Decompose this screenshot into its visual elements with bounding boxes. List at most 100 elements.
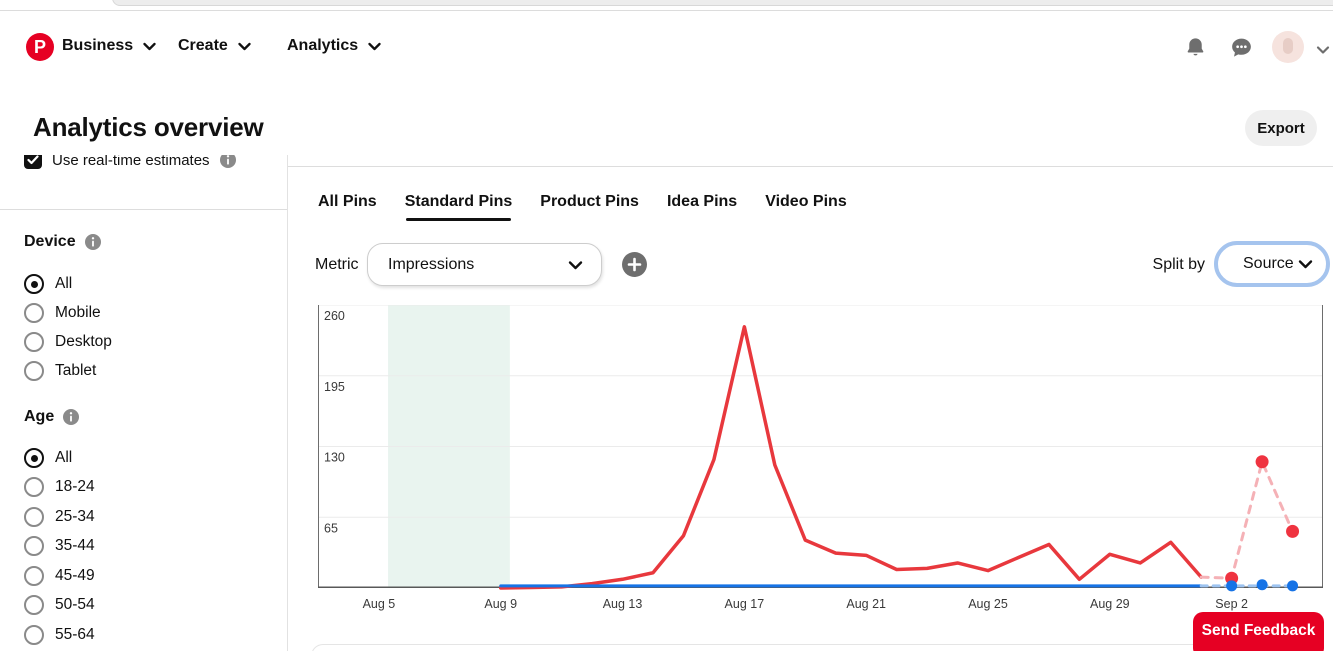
filters-sidebar: Use real-time estimates Device All Mobil… [0,155,288,651]
nav-menu-business[interactable]: Business [62,37,156,55]
chevron-down-icon [1316,46,1330,54]
device-label: Device [24,233,76,250]
realtime-estimates-toggle[interactable]: Use real-time estimates [24,155,236,169]
metric-selected-value: Impressions [388,255,475,273]
plus-circle-icon [622,252,647,277]
svg-text:195: 195 [324,380,345,394]
device-option-all[interactable]: All [24,274,72,294]
svg-text:Sep 2: Sep 2 [1215,597,1248,611]
device-section-heading: Device [24,233,101,251]
info-icon[interactable] [84,234,101,250]
info-icon[interactable] [63,409,80,425]
nav-menu-create[interactable]: Create [178,37,251,55]
radio-label: 18-24 [55,478,95,495]
tab-standard-pins[interactable]: Standard Pins [404,193,513,221]
add-metric-button[interactable] [622,252,647,277]
radio-icon [24,361,44,381]
age-option-25-34[interactable]: 25-34 [24,507,95,527]
chevron-down-icon [1298,260,1313,269]
chevron-down-icon [368,42,381,50]
nav-menu-analytics-label: Analytics [287,37,359,54]
chevron-down-icon [143,42,156,50]
export-button[interactable]: Export [1245,110,1317,146]
svg-text:Aug 17: Aug 17 [725,597,765,611]
tab-all-pins[interactable]: All Pins [318,193,377,210]
device-option-desktop[interactable]: Desktop [24,332,112,352]
radio-icon [24,303,44,323]
svg-text:260: 260 [324,309,345,323]
age-section-heading: Age [24,408,80,426]
age-option-50-54[interactable]: 50-54 [24,595,95,615]
radio-label: Tablet [55,362,97,379]
svg-text:Aug 5: Aug 5 [363,597,396,611]
radio-label: 50-54 [55,596,95,613]
chart-canvas: 260 195 130 65 Aug 5 Aug 9 Aug 13 Aug 17 Aug 21 A… [318,304,1323,611]
messages-button[interactable] [1228,34,1254,60]
info-icon[interactable] [219,155,236,168]
nav-menu-analytics[interactable]: Analytics [287,37,381,55]
radio-label: 35-44 [55,537,95,554]
device-option-mobile[interactable]: Mobile [24,303,101,323]
radio-icon [24,477,44,497]
age-option-35-44[interactable]: 35-44 [24,536,95,556]
notifications-button[interactable] [1182,34,1208,60]
nav-menu-create-label: Create [178,37,228,54]
avatar[interactable] [1272,31,1304,63]
tab-product-pins[interactable]: Product Pins [540,193,639,210]
svg-text:130: 130 [324,451,345,465]
metric-select[interactable]: Impressions [367,243,602,286]
radio-label: Mobile [55,304,101,321]
age-option-all[interactable]: All [24,448,72,468]
radio-label: 45-49 [55,567,95,584]
radio-selected-icon [24,448,44,468]
radio-label: All [55,449,73,466]
page-title: Analytics overview [33,112,264,142]
checkbox-checked-icon [24,155,42,169]
top-divider [0,10,1333,11]
radio-label: Desktop [55,333,112,350]
svg-text:Aug 21: Aug 21 [846,597,886,611]
radio-label: 25-34 [55,508,95,525]
split-by-selected-value: Source [1243,255,1294,272]
split-by-label: Split by [1152,256,1205,273]
browser-bar-remnant [112,0,1333,6]
chevron-down-icon [238,42,251,50]
send-feedback-button[interactable]: Send Feedback [1193,612,1324,651]
radio-icon [24,595,44,615]
pin-type-tabs: All Pins Standard Pins Product Pins Idea… [318,192,847,221]
age-option-18-24[interactable]: 18-24 [24,477,95,497]
realtime-estimates-label: Use real-time estimates [52,155,210,169]
metric-label: Metric [315,256,359,273]
radio-icon [24,566,44,586]
radio-selected-icon [24,274,44,294]
radio-icon [24,507,44,527]
radio-label: 55-64 [55,626,95,643]
device-option-tablet[interactable]: Tablet [24,361,96,381]
svg-text:Aug 29: Aug 29 [1090,597,1130,611]
svg-text:Aug 9: Aug 9 [484,597,517,611]
radio-label: All [55,275,73,292]
content-divider [287,166,1333,167]
radio-icon [24,625,44,645]
chevron-down-icon [568,260,583,269]
tab-video-pins[interactable]: Video Pins [765,193,847,210]
svg-text:Aug 13: Aug 13 [603,597,643,611]
radio-icon [24,332,44,352]
split-by-select[interactable]: Source [1214,241,1330,287]
sidebar-divider [0,209,287,210]
svg-text:65: 65 [324,521,338,535]
age-option-55-64[interactable]: 55-64 [24,625,95,645]
nav-menu-business-label: Business [62,37,134,54]
svg-text:Aug 25: Aug 25 [968,597,1008,611]
account-switcher-chevron[interactable] [1316,42,1330,60]
age-option-45-49[interactable]: 45-49 [24,566,95,586]
chat-bubble-icon [1231,38,1251,57]
radio-icon [24,536,44,556]
bell-icon [1187,37,1203,55]
pinterest-logo-icon[interactable]: P [26,33,54,61]
next-section-card-edge [311,644,1325,651]
tab-idea-pins[interactable]: Idea Pins [666,193,738,210]
impressions-line-chart: 260 195 130 65 Aug 5 Aug 9 Aug 13 Aug 17 Aug 21 A… [318,304,1323,625]
age-label: Age [24,408,55,425]
